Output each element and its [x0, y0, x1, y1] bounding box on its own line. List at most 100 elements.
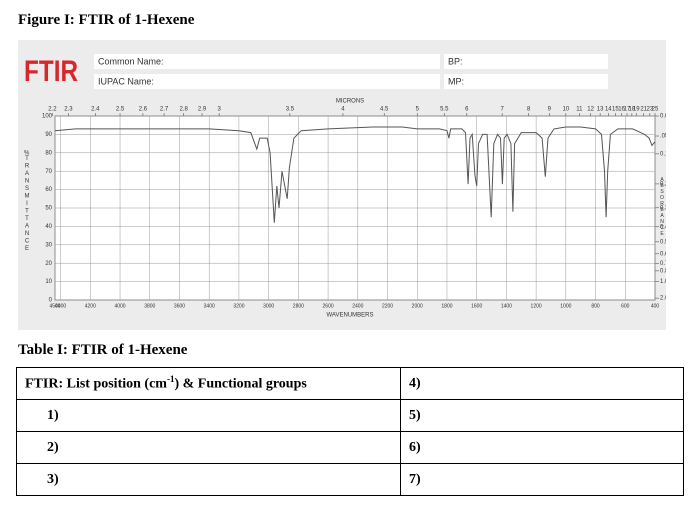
x-tick-label: 3800 — [144, 303, 155, 309]
x-tick-label: 2200 — [382, 303, 393, 309]
x-tick-label: 400 — [651, 303, 660, 309]
chart: FTIR Common Name: IUPAC Name: BP: MP: 0 1… — [18, 40, 666, 330]
top-tick-label: 2.4 — [91, 107, 100, 113]
x-tick-label: 2000 — [412, 303, 423, 309]
top-tick-label: 2.5 — [116, 107, 125, 113]
y2-tick-label: 0.1 — [660, 151, 666, 157]
x-tick-label: 2400 — [352, 303, 363, 309]
field-label: Common Name: — [98, 56, 164, 66]
x-tick-label: 3000 — [263, 303, 274, 309]
table-cell: 5) — [400, 399, 684, 432]
top-tick-label: 2.9 — [198, 107, 207, 113]
y-tick-label: 60 — [45, 187, 52, 193]
x-tick-label: 4500 — [49, 303, 60, 309]
x-tick-label: 1200 — [531, 303, 542, 309]
field-box — [444, 74, 608, 89]
top-tick-label: 12 — [587, 107, 594, 113]
table-header: FTIR: List position (cm-1) & Functional … — [16, 367, 684, 400]
field-box — [94, 74, 440, 89]
y2-tick-label: 0.4 — [660, 224, 666, 230]
x-tick-label: 600 — [621, 303, 630, 309]
field-label: BP: — [448, 56, 463, 66]
header-sup: -1 — [166, 374, 175, 385]
top-tick-label: 11 — [576, 107, 583, 113]
y-tick-label: 90 — [45, 132, 52, 138]
top-tick-label: 5 — [416, 107, 420, 113]
top-tick-label: 2.6 — [139, 107, 148, 113]
table-row: 2) 6) — [16, 431, 684, 464]
top-tick-label: 23 — [646, 107, 653, 113]
y2-tick-label: 0.7 — [660, 261, 666, 267]
top-tick-label: 9 — [548, 107, 552, 113]
x-tick-label: 4200 — [85, 303, 96, 309]
top-axis-title: MICRONS — [336, 99, 364, 105]
figure-title: Figure I: FTIR of 1-Hexene — [18, 12, 195, 28]
table-cell: 2) — [16, 431, 401, 464]
x-axis-title: WAVENUMBERS — [326, 313, 373, 319]
top-tick-label: 4.5 — [380, 107, 389, 113]
x-tick-label: 1000 — [560, 303, 571, 309]
x-tick-label: 3400 — [204, 303, 215, 309]
x-tick-label: 2600 — [323, 303, 334, 309]
top-tick-label: 7 — [500, 107, 504, 113]
x-tick-label: 2800 — [293, 303, 304, 309]
y-tick-label: 80 — [45, 150, 52, 156]
top-tick-label: 15 — [612, 107, 619, 113]
top-tick-label: 2.3 — [64, 107, 73, 113]
header-text: FTIR: List position (cm — [25, 376, 167, 392]
y2-tick-label: 0.6 — [660, 251, 666, 257]
x-tick-label: 800 — [591, 303, 600, 309]
x-tick-label: 1400 — [501, 303, 512, 309]
table-cell: 7) — [400, 463, 684, 496]
y2-tick-label: .05 — [660, 134, 666, 140]
header-cell: 4) — [400, 367, 684, 400]
top-tick-label: 2.2 — [48, 107, 57, 113]
spectrum-line — [54, 126, 656, 223]
top-tick-label: 10 — [562, 107, 569, 113]
y2-tick-label: 0.3 — [660, 205, 666, 211]
table-row: 3) 7) — [16, 463, 684, 496]
y-tick-label: 100 — [42, 114, 53, 120]
top-tick-label: 16 — [618, 107, 625, 113]
table-cell: 1) — [16, 399, 401, 432]
field-label: IUPAC Name: — [98, 76, 154, 86]
y-tick-label: 10 — [45, 279, 52, 285]
top-tick-label: 8 — [527, 107, 531, 113]
x-tick-label: 4400 — [55, 303, 66, 309]
y2-tick-label: 0.0 — [660, 114, 666, 120]
table-title: Table I: FTIR of 1-Hexene — [18, 342, 188, 358]
top-tick-label: 2.7 — [160, 107, 169, 113]
table-cell: 3) — [16, 463, 401, 496]
header-text: ) & Functional groups — [174, 376, 307, 392]
x-tick-label: 3200 — [233, 303, 244, 309]
top-tick-label: 6 — [465, 107, 469, 113]
table-cell: 6) — [400, 431, 684, 464]
top-tick-label: 4 — [341, 107, 345, 113]
logo: FTIR — [24, 55, 78, 88]
x-tick-label: 4000 — [114, 303, 125, 309]
x-tick-label: 1600 — [471, 303, 482, 309]
y-tick-label: 20 — [45, 261, 52, 267]
y-unit: % — [24, 150, 30, 156]
field-label: MP: — [448, 76, 464, 86]
y2-tick-label: 0.2 — [660, 181, 666, 187]
table: FTIR: List position (cm-1) & Functional … — [16, 367, 684, 496]
table-row: 1) 5) — [16, 399, 684, 432]
y-tick-label: 50 — [45, 206, 52, 212]
y-tick-label: 40 — [45, 224, 52, 230]
top-tick-label: 17 — [624, 107, 631, 113]
y2-tick-label: 1.0 — [660, 279, 666, 285]
y-tick-label: 0 — [49, 298, 53, 304]
field-box — [444, 54, 608, 69]
top-tick-label: 13 — [597, 107, 604, 113]
top-tick-label: 3.5 — [286, 107, 295, 113]
x-tick-label: 1800 — [441, 303, 452, 309]
field-box — [94, 54, 440, 69]
y-tick-label: 30 — [45, 242, 52, 248]
y2-tick-label: 0.5 — [660, 239, 666, 245]
top-tick-label: 3 — [217, 107, 221, 113]
y2-tick-label: 0.8 — [660, 268, 666, 274]
